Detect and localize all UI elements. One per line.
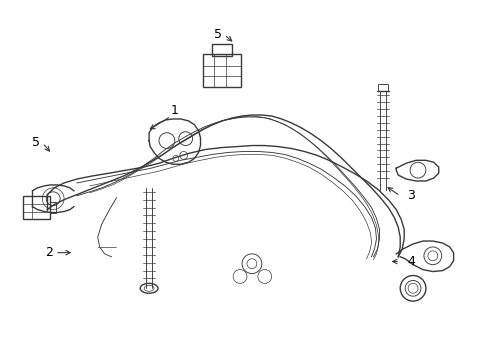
Bar — [212, 44, 232, 56]
Bar — [203, 54, 241, 87]
Text: 5: 5 — [32, 136, 40, 149]
Bar — [378, 84, 387, 91]
Text: 1: 1 — [170, 104, 178, 117]
Text: 2: 2 — [45, 246, 53, 259]
Text: 5: 5 — [213, 28, 222, 41]
Bar — [22, 196, 50, 219]
Text: 4: 4 — [407, 255, 414, 268]
Text: 3: 3 — [407, 189, 414, 202]
Bar — [50, 202, 56, 213]
